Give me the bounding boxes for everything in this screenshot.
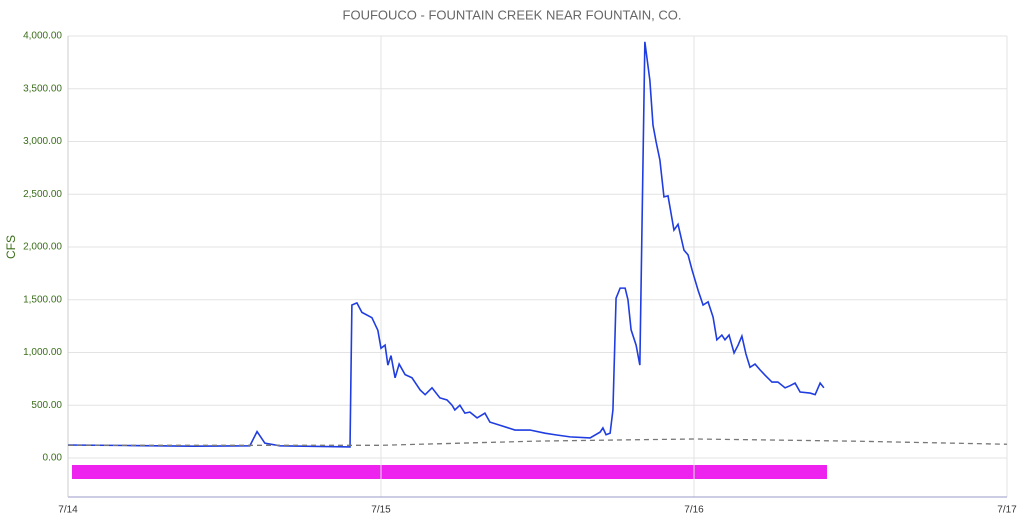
y-tick-label: 1,500.00 xyxy=(23,294,62,305)
y-tick-label: 2,500.00 xyxy=(23,189,62,200)
y-tick-label: 2,000.00 xyxy=(23,242,62,253)
x-tick-label: 7/15 xyxy=(371,505,391,516)
series-line xyxy=(68,438,1008,446)
chart-title: FOUFOUCO - FOUNTAIN CREEK NEAR FOUNTAIN,… xyxy=(343,7,682,22)
y-axis-label: CFS xyxy=(4,235,18,259)
x-tick-label: 7/14 xyxy=(58,505,78,516)
y-tick-label: 0.00 xyxy=(43,453,63,464)
y-tick-label: 1,000.00 xyxy=(23,347,62,358)
y-tick-label: 4,000.00 xyxy=(23,31,62,42)
y-tick-label: 3,500.00 xyxy=(23,83,62,94)
x-tick-label: 7/17 xyxy=(997,505,1017,516)
series-line xyxy=(67,41,825,448)
x-tick-label: 7/16 xyxy=(684,505,704,516)
y-tick-label: 3,000.00 xyxy=(23,136,62,147)
y-tick-label: 500.00 xyxy=(31,400,62,411)
availability-band xyxy=(72,465,827,479)
